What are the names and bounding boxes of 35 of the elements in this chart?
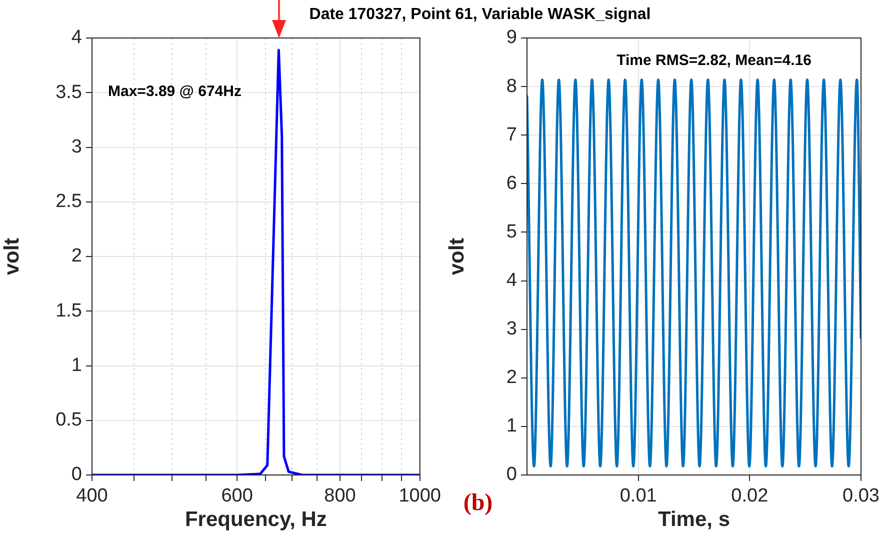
x-axis-title: Time, s — [658, 508, 730, 532]
y-tick-label: 4 — [506, 270, 518, 292]
y-tick-label: 0 — [71, 464, 82, 486]
x-tick-label: 800 — [324, 486, 356, 507]
x-tick-label: 600 — [221, 486, 253, 507]
x-tick-label: 400 — [76, 486, 108, 507]
x-axis-title: Frequency, Hz — [184, 508, 327, 532]
annotation: Time RMS=2.82, Mean=4.16 — [616, 52, 812, 70]
x-tick-label: 0.01 — [620, 486, 657, 507]
y-tick-label: 7 — [506, 124, 517, 146]
chart-title: Date 170327, Point 61, Variable WASK_signal — [309, 6, 651, 24]
y-tick-label: 6 — [506, 172, 517, 194]
y-tick-label: 4 — [71, 27, 82, 48]
line-series — [527, 78, 861, 468]
annotation: Max=3.89 @ 674Hz — [108, 83, 242, 100]
y-tick-label: 2 — [71, 246, 82, 267]
y-tick-label: 0.5 — [56, 410, 82, 431]
y-tick-label: 5 — [506, 221, 517, 242]
x-tick-label: 0.03 — [842, 486, 880, 507]
y-tick-label: 3 — [71, 136, 82, 158]
y-axis-title: volt — [0, 238, 24, 276]
y-tick-label: 2.5 — [56, 191, 82, 212]
text: (b) — [463, 490, 493, 517]
y-tick-label: 3 — [506, 318, 517, 340]
y-tick-label: 3.5 — [56, 82, 82, 103]
y-tick-label: 8 — [506, 76, 517, 97]
y-axis-title: volt — [445, 238, 468, 276]
x-tick-label: 0.02 — [731, 486, 768, 507]
y-tick-label: 2 — [506, 367, 517, 388]
y-tick-label: 1 — [71, 354, 82, 376]
y-tick-label: 0 — [506, 464, 517, 486]
y-tick-label: 1 — [506, 416, 517, 437]
y-tick-label: 1.5 — [56, 300, 82, 322]
y-tick-label: 9 — [506, 27, 517, 48]
x-tick-label: 1000 — [398, 486, 442, 507]
